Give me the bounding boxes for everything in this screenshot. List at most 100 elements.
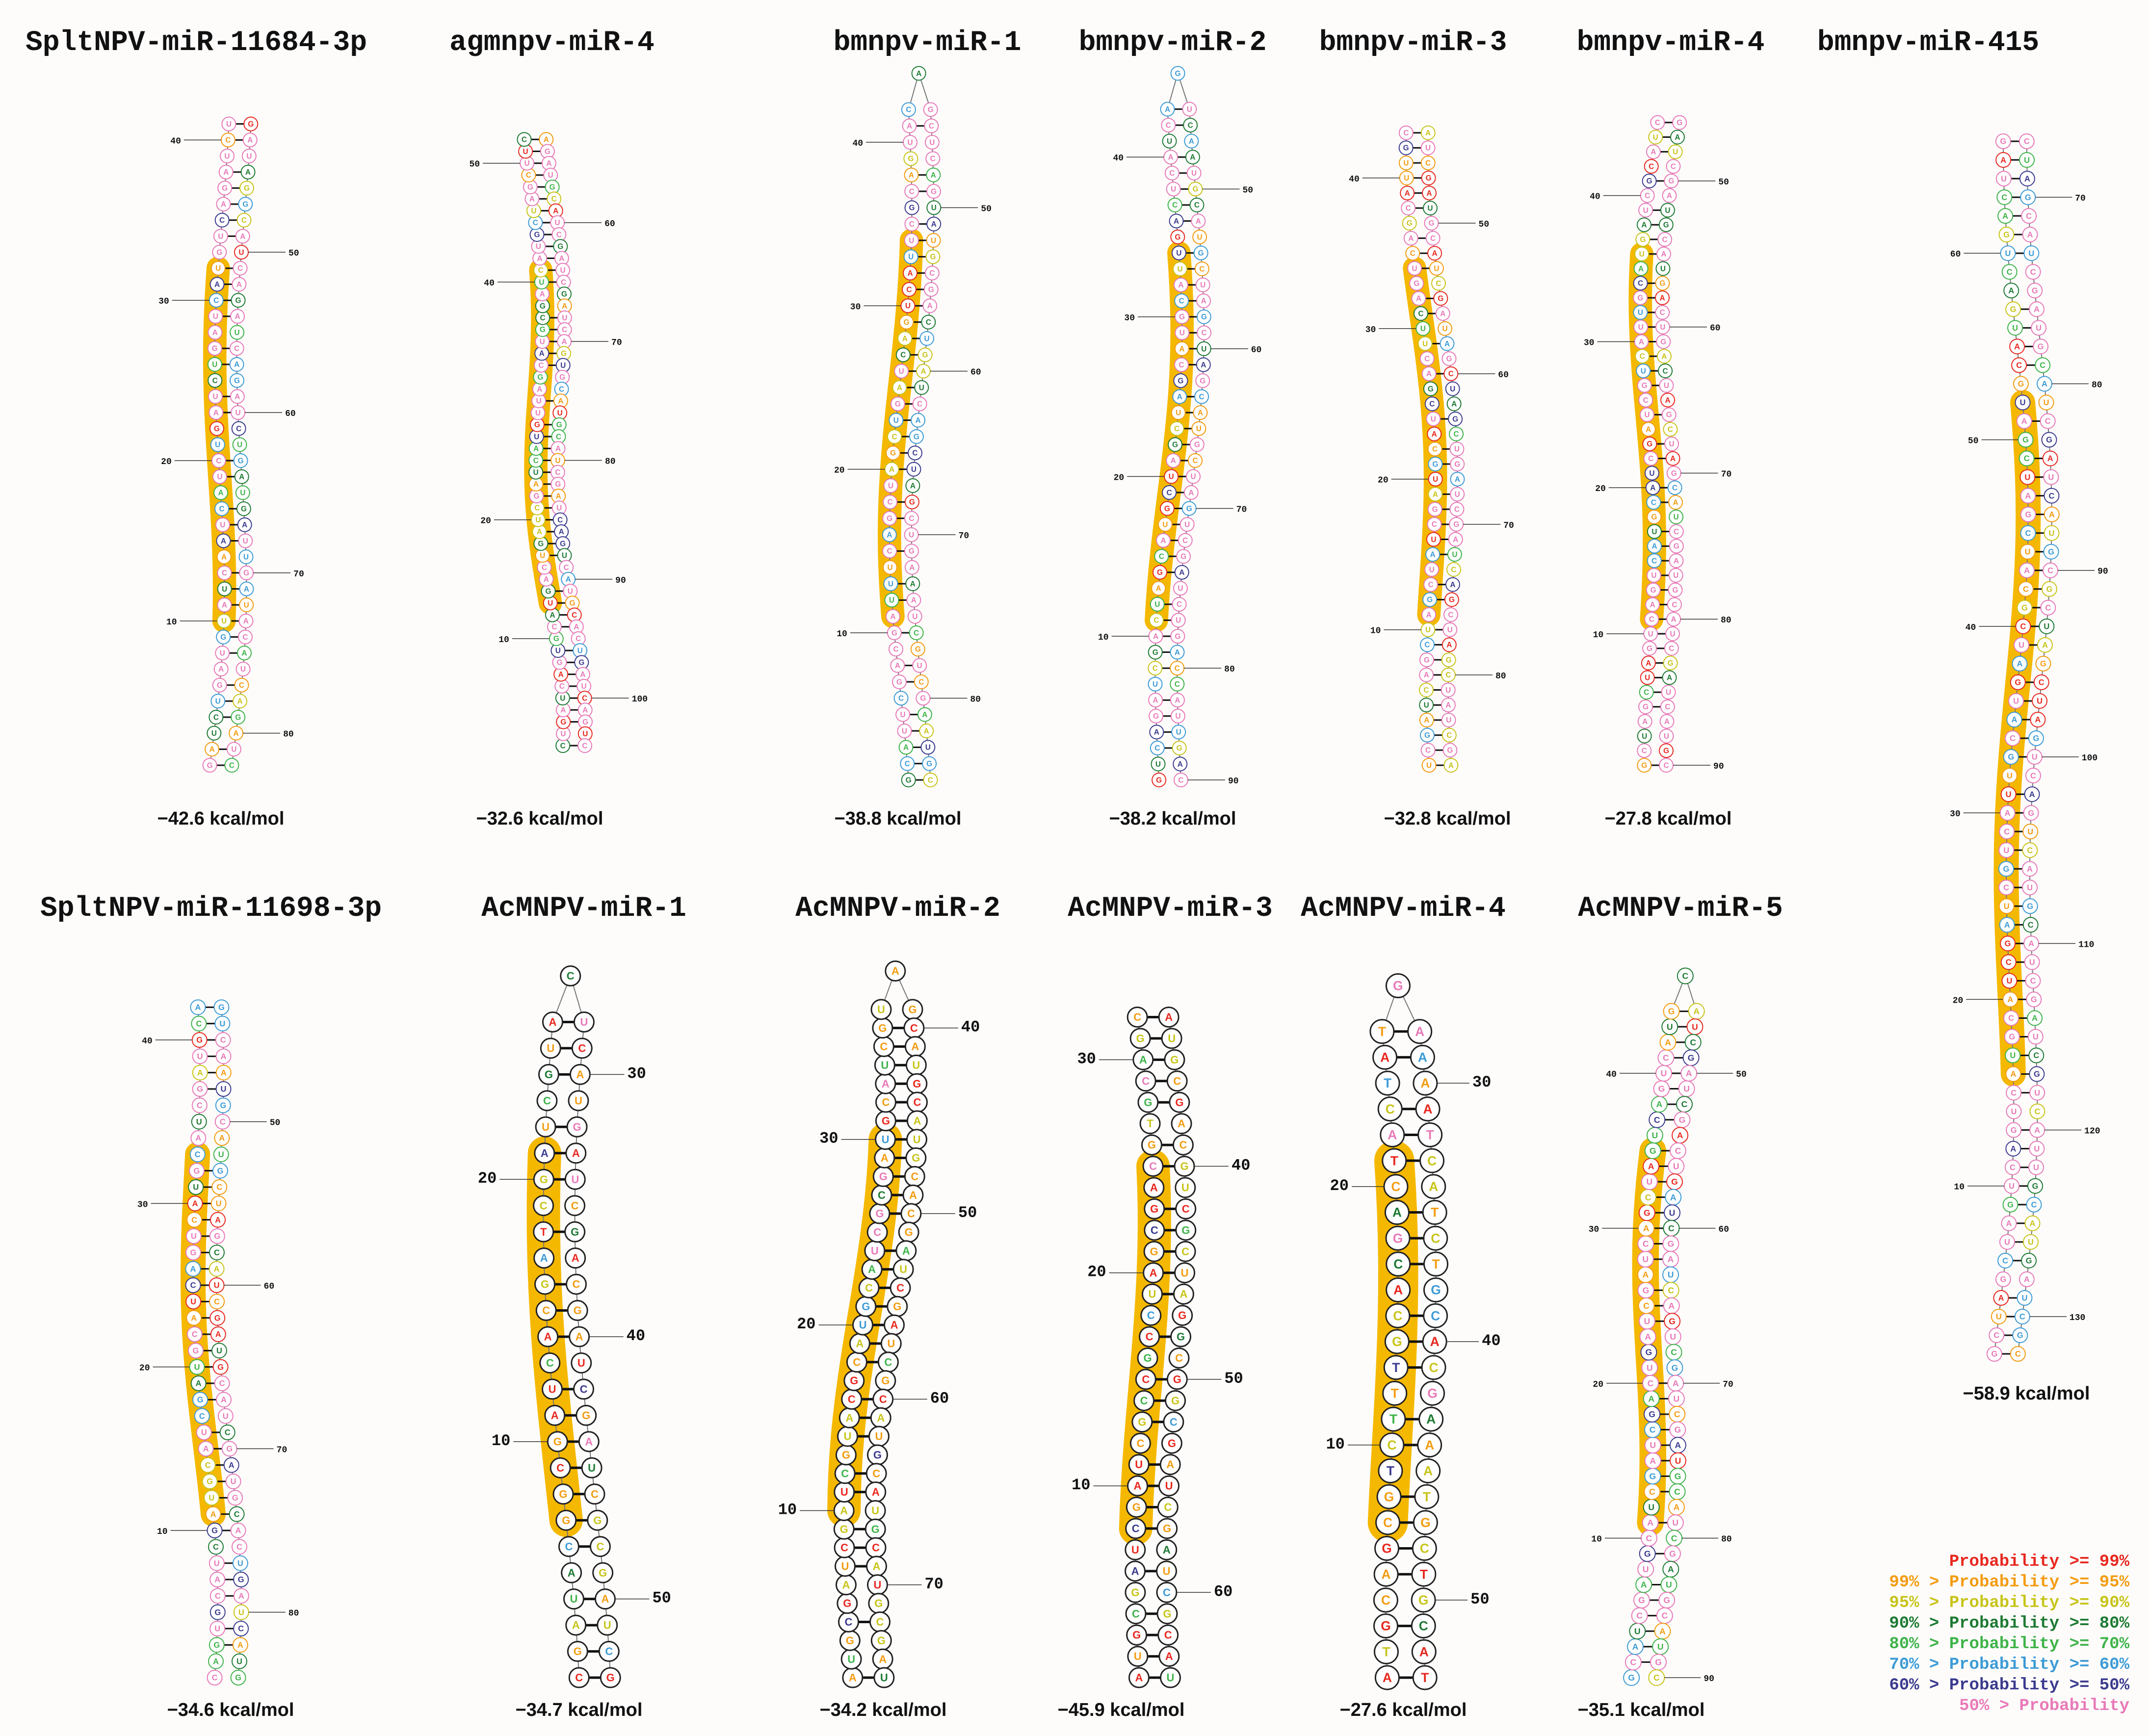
nucleotide xyxy=(1444,592,1459,607)
nucleotide-letter: C xyxy=(888,498,893,507)
nucleotide-letter: U xyxy=(235,329,240,337)
nucleotide xyxy=(227,1490,243,1506)
nucleotide xyxy=(533,1221,554,1243)
free-energy-label: −45.9 kcal/mol xyxy=(1057,1700,1185,1720)
nucleotide-letter: A xyxy=(218,489,223,497)
nucleotide-letter: G xyxy=(1168,1437,1176,1450)
nucleotide xyxy=(1162,133,1177,149)
nucleotide-letter: A xyxy=(1392,1205,1402,1220)
nucleotide xyxy=(2017,599,2033,616)
nucleotide-letter: G xyxy=(1646,1347,1652,1357)
nucleotide-letter: C xyxy=(2039,678,2044,687)
nucleotide-letter: G xyxy=(2005,939,2011,948)
nucleotide-letter: C xyxy=(1643,1301,1650,1311)
nucleotide-letter: G xyxy=(1384,1489,1394,1504)
nucleotide xyxy=(232,1637,248,1653)
nucleotide xyxy=(219,149,235,164)
position-label: 10 xyxy=(1326,1435,1344,1453)
nucleotide-letter: A xyxy=(2042,380,2047,389)
nucleotide-letter: G xyxy=(840,1523,848,1535)
nucleotide-letter: A xyxy=(1139,1054,1147,1066)
nucleotide-letter: C xyxy=(2025,529,2031,538)
nucleotide-letter: U xyxy=(201,1428,207,1437)
nucleotide-letter: U xyxy=(859,1319,867,1331)
nucleotide xyxy=(870,999,892,1020)
nucleotide xyxy=(1441,637,1457,652)
rna-structure: GAUCUGAUGUAUCAAUCAUCUGAUCUGAUCAUGUCAGAUC… xyxy=(158,116,304,773)
nucleotide xyxy=(1422,592,1438,607)
nucleotide xyxy=(1409,276,1424,291)
nucleotide xyxy=(1448,532,1463,547)
nucleotide xyxy=(2019,171,2035,187)
nucleotide-letter: G xyxy=(893,1300,901,1313)
nucleotide-letter: C xyxy=(533,219,538,227)
nucleotide-letter: A xyxy=(902,335,908,343)
nucleotide-letter: U xyxy=(931,236,936,245)
nucleotide xyxy=(2042,450,2058,466)
nucleotide xyxy=(208,389,223,404)
nucleotide-letter: A xyxy=(210,1510,216,1519)
nucleotide-letter: G xyxy=(909,204,915,212)
nucleotide-letter: U xyxy=(1665,207,1670,215)
nucleotide-letter: A xyxy=(879,1653,887,1665)
nucleotide-letter: C xyxy=(533,457,539,465)
nucleotide-letter: G xyxy=(540,302,546,311)
nucleotide-letter: A xyxy=(1665,396,1670,405)
nucleotide-letter: C xyxy=(1424,355,1430,363)
nucleotide-letter: U xyxy=(840,1486,848,1498)
position-label: 80 xyxy=(1495,672,1506,681)
nucleotide xyxy=(1175,325,1190,340)
nucleotide-letter: A xyxy=(856,1338,864,1350)
nucleotide xyxy=(1424,562,1440,577)
nucleotide-letter: G xyxy=(574,1304,582,1317)
nucleotide xyxy=(214,212,230,228)
nucleotide xyxy=(1154,549,1169,564)
nucleotide-letter: C xyxy=(220,1036,226,1045)
nucleotide-letter: U xyxy=(1427,205,1433,213)
nucleotide xyxy=(2038,394,2054,411)
nucleotide-letter: U xyxy=(912,1059,920,1071)
nucleotide xyxy=(1443,758,1459,773)
nucleotide-letter: U xyxy=(236,1657,242,1666)
nucleotide-letter: A xyxy=(2007,995,2013,1004)
nucleotide-letter: G xyxy=(1180,1160,1188,1172)
nucleotide-letter: U xyxy=(1167,137,1172,146)
nucleotide-letter: C xyxy=(1425,159,1431,167)
nucleotide xyxy=(216,197,231,212)
nucleotide-letter: A xyxy=(1168,154,1173,162)
nucleotide xyxy=(1655,276,1670,291)
nucleotide-letter: A xyxy=(2030,1219,2036,1228)
nucleotide-letter: G xyxy=(2027,902,2033,911)
nucleotide xyxy=(1441,698,1456,713)
free-energy-label: −34.6 kcal/mol xyxy=(167,1700,294,1720)
nucleotide xyxy=(1174,565,1189,580)
nucleotide-letter: A xyxy=(2027,865,2033,874)
nucleotide xyxy=(1159,1667,1181,1688)
nucleotide xyxy=(1148,645,1163,660)
nucleotide xyxy=(1155,533,1171,548)
nucleotide-letter: G xyxy=(1672,586,1678,595)
nucleotide-letter: C xyxy=(596,1540,604,1553)
nucleotide-letter: G xyxy=(1668,177,1674,185)
nucleotide-letter: C xyxy=(2001,193,2007,202)
nucleotide-letter: A xyxy=(558,671,564,679)
nucleotide-letter: A xyxy=(1673,1378,1679,1388)
nucleotide-letter: A xyxy=(2010,1144,2016,1153)
nucleotide-letter: U xyxy=(929,138,935,147)
position-label: 40 xyxy=(961,1018,980,1036)
nucleotide-letter: U xyxy=(1661,1068,1667,1078)
nucleotide-letter: A xyxy=(2047,454,2053,463)
nucleotide xyxy=(914,380,929,395)
nucleotide-letter: U xyxy=(908,253,914,261)
nucleotide xyxy=(210,1195,227,1212)
nucleotide xyxy=(2001,768,2018,784)
nucleotide-letter: A xyxy=(922,711,927,719)
nucleotide-letter: G xyxy=(881,1374,890,1387)
position-label: 20 xyxy=(1378,476,1389,486)
nucleotide xyxy=(1403,231,1418,246)
position-label: 10 xyxy=(492,1432,510,1450)
nucleotide-letter: A xyxy=(1446,641,1452,649)
nucleotide-letter: U xyxy=(531,207,536,215)
nucleotide-letter: U xyxy=(1643,207,1649,215)
nucleotide xyxy=(1196,293,1211,309)
